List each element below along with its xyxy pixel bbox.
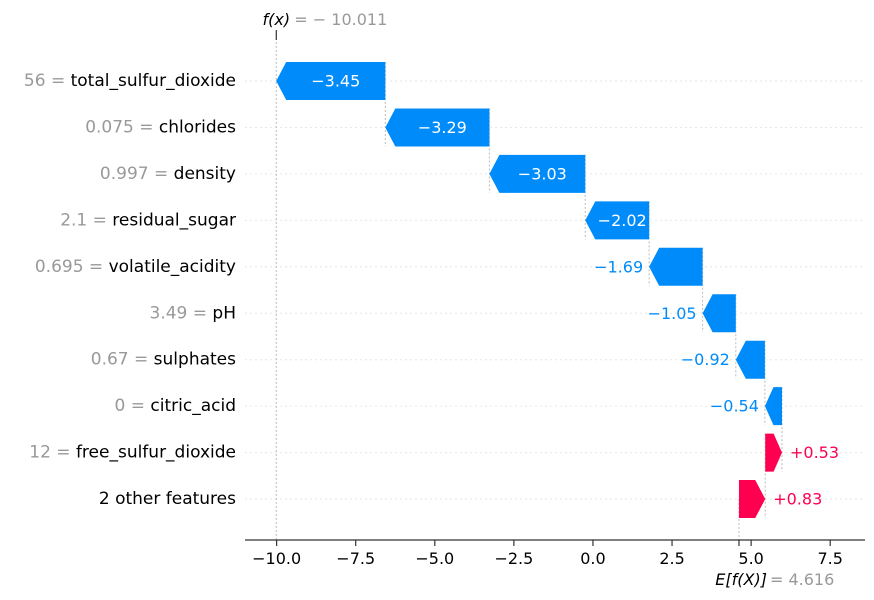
feature-label: 0.997 = density [100,164,236,184]
x-tick-label: 0.0 [580,549,605,568]
feature-value: 0.67 = [91,350,154,370]
feature-name: density [174,164,236,184]
negative-bar [276,62,386,100]
bar-value-label: −0.92 [681,350,730,369]
feature-value: 0 = [115,396,151,416]
positive-bar [765,433,782,472]
negative-bar [489,154,586,193]
feature-labels: 56 = total_sulfur_dioxide 0.075 = chlorid… [24,71,236,509]
bar-value-label: −3.29 [418,118,467,137]
x-tick-label: 7.5 [817,549,842,568]
bar-value-label: −0.54 [710,397,759,416]
bar-value-label: −3.45 [311,72,360,91]
x-tick-label: −10.0 [252,549,301,568]
feature-value: 12 = [29,443,76,463]
x-tick-label: −2.5 [494,549,533,568]
negative-bar [735,340,765,379]
feature-name: citric_acid [150,396,236,416]
x-axis: −10.0 −7.5 −5.0 −2.5 0.0 2.5 5.0 7.5 [245,539,865,568]
feature-name: total_sulfur_dioxide [71,71,236,91]
feature-name: chlorides [159,117,236,137]
feature-label: 0.67 = sulphates [91,350,236,370]
x-tick-label: 2.5 [659,549,684,568]
bar-value-label: +0.83 [773,490,822,509]
bar-value-label: −1.05 [648,304,697,323]
x-tick-label: −7.5 [336,549,375,568]
feature-value: 2.1 = [60,210,112,230]
feature-label: 12 = free_sulfur_dioxide [29,443,236,463]
negative-bar [649,247,703,286]
feature-name: pH [212,303,236,323]
bars: −3.45 −3.29 −3.03 −2.02 −1.69 −1.05 −0.92 −0.54… [276,62,839,519]
negative-bar [702,294,736,333]
feature-value: 0.695 = [35,257,109,277]
fx-value: = − 10.011 [294,10,387,29]
base-annotation: E[f(X)] = 4.616 [715,570,834,589]
bar-value-label: −3.03 [518,164,567,183]
feature-name: residual_sugar [112,210,236,230]
feature-value: 3.49 = [150,303,213,323]
negative-bar [764,387,782,426]
base-label: E[f(X)] [715,570,767,589]
fx-annotation: f(x) = − 10.011 [262,10,387,29]
feature-name: free_sulfur_dioxide [76,443,236,463]
feature-label: 0.695 = volatile_acidity [35,257,236,277]
feature-label: 0 = citric_acid [115,396,236,416]
bar-value-label: −2.02 [598,211,647,230]
bar-value-label: +0.53 [790,443,839,462]
feature-label: 0.075 = chlorides [85,117,236,137]
feature-value: 56 = [24,71,71,91]
feature-name: volatile_acidity [109,257,236,277]
feature-label: 56 = total_sulfur_dioxide [24,71,236,91]
fx-label: f(x) [262,10,290,29]
negative-bar [585,201,650,240]
negative-bar [385,108,490,147]
connector-lines [275,30,783,546]
positive-bar [738,480,766,519]
feature-value: 0.997 = [100,164,174,184]
feature-label: 3.49 = pH [150,303,236,323]
feature-value: 0.075 = [85,117,159,137]
feature-name: sulphates [154,350,236,370]
feature-label: 2 other features [99,489,236,509]
x-tick-label: 5.0 [738,549,763,568]
bar-value-label: −1.69 [594,257,643,276]
base-value: = 4.616 [770,570,834,589]
feature-name: 2 other features [99,489,236,509]
x-tick-label: −5.0 [415,549,454,568]
feature-label: 2.1 = residual_sugar [60,210,236,230]
